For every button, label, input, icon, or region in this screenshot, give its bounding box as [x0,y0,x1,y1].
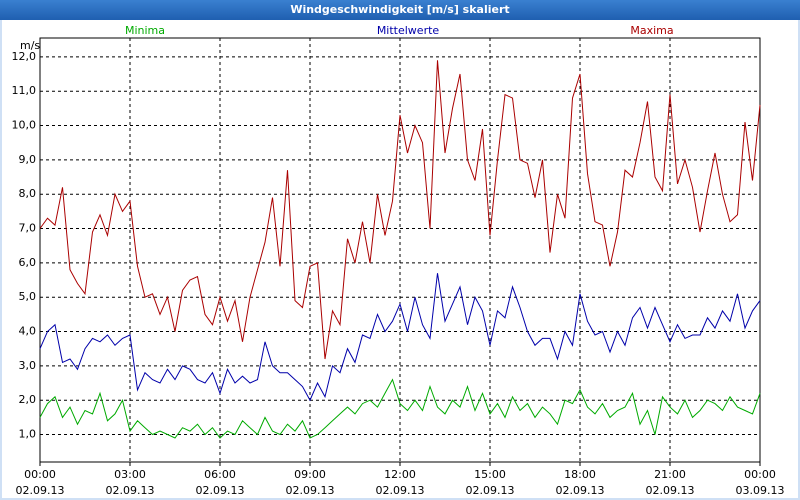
chart-title: Windgeschwindigkeit [m/s] skaliert [290,3,509,16]
x-tick-date: 02.09.13 [16,484,65,497]
y-tick-label: 12,0 [12,50,37,63]
legend-entry: Minima [125,24,165,37]
series-line [39,378,761,439]
y-tick-label: 11,0 [12,84,37,97]
x-tick-label: 03:00 [114,468,146,481]
x-tick-label: 21:00 [654,468,686,481]
y-tick-label: 3,0 [19,359,37,372]
x-tick-date: 02.09.13 [556,484,605,497]
x-tick-label: 18:00 [564,468,596,481]
y-axis-label: m/s [20,39,40,52]
x-tick-date: 02.09.13 [286,484,335,497]
x-tick-label: 00:00 [744,468,776,481]
plot-frame [39,37,761,463]
y-tick-label: 2,0 [19,393,37,406]
y-tick-label: 1,0 [19,428,37,441]
y-tick-label: 5,0 [19,290,37,303]
y-tick-label: 7,0 [19,222,37,235]
series-line [39,273,761,402]
legend-entry: Maxima [630,24,673,37]
y-tick-label: 4,0 [19,325,37,338]
series-line [39,60,761,360]
x-tick-label: 00:00 [24,468,56,481]
x-tick-label: 06:00 [204,468,236,481]
x-tick-date: 02.09.13 [106,484,155,497]
x-tick-date: 02.09.13 [646,484,695,497]
x-tick-date: 02.09.13 [466,484,515,497]
title-bar [0,0,800,20]
x-tick-date: 03.09.13 [736,484,785,497]
x-tick-label: 12:00 [384,468,416,481]
y-tick-label: 8,0 [19,187,37,200]
x-tick-label: 15:00 [474,468,506,481]
x-tick-date: 02.09.13 [196,484,245,497]
legend-entry: Mittelwerte [377,24,440,37]
y-tick-label: 10,0 [12,119,37,132]
y-tick-label: 6,0 [19,256,37,269]
x-tick-date: 02.09.13 [376,484,425,497]
x-tick-label: 09:00 [294,468,326,481]
y-tick-label: 9,0 [19,153,37,166]
